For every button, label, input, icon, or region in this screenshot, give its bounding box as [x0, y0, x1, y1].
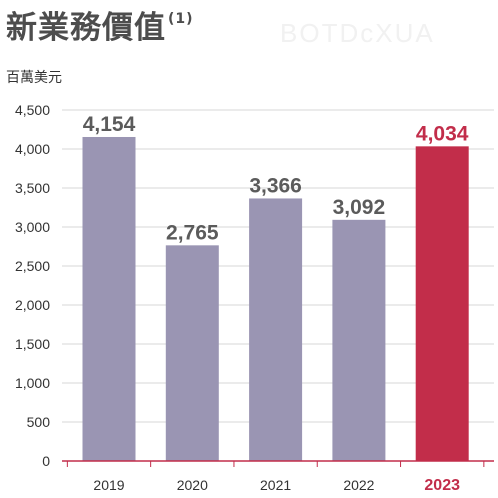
- x-axis: [62, 460, 494, 467]
- value-label-2021: 3,366: [249, 174, 302, 197]
- y-tick-label: 3,500: [15, 180, 50, 196]
- x-tick-label-2022: 2022: [343, 477, 374, 493]
- x-tick-label-2019: 2019: [93, 477, 124, 493]
- bar-2021: [249, 198, 303, 461]
- bar-2020: [165, 245, 219, 461]
- value-labels: 4,154 2,765 3,366 3,092 4,034: [83, 113, 469, 244]
- bars: [82, 136, 469, 461]
- x-tick-label-2023: 2023: [424, 477, 460, 494]
- value-label-2023: 4,034: [416, 122, 469, 145]
- y-axis-unit-label: 百萬美元: [6, 70, 62, 86]
- y-tick-label: 2,500: [15, 258, 50, 274]
- x-axis-categories: 2019 2020 2021 2022 2023: [93, 477, 460, 494]
- y-tick-label: 4,500: [15, 102, 50, 118]
- watermark-text: BOTDcXUA: [280, 18, 435, 48]
- y-tick-label: 2,000: [15, 297, 50, 313]
- value-label-2019: 4,154: [83, 113, 136, 136]
- y-tick-label: 0: [42, 453, 50, 469]
- y-tick-label: 3,000: [15, 219, 50, 235]
- y-tick-label: 4,000: [15, 141, 50, 157]
- bar-2023: [415, 146, 469, 461]
- value-label-2020: 2,765: [166, 221, 219, 244]
- chart-title-text: 新業務價值: [6, 10, 166, 46]
- y-tick-label: 1,000: [15, 375, 50, 391]
- chart-title: 新業務價值 (1): [6, 2, 194, 47]
- y-tick-label: 500: [27, 414, 51, 430]
- x-tick-label-2020: 2020: [177, 477, 208, 493]
- chart-title-footnote: (1): [168, 11, 194, 27]
- y-axis-ticks: 0 500 1,000 1,500 2,000 2,500 3,000 3,500 4,000 4…: [15, 102, 50, 469]
- bar-2022: [332, 219, 386, 461]
- y-tick-label: 1,500: [15, 336, 50, 352]
- x-tick-label-2021: 2021: [260, 477, 291, 493]
- value-label-2022: 3,092: [333, 196, 386, 219]
- bar-2019: [82, 136, 136, 461]
